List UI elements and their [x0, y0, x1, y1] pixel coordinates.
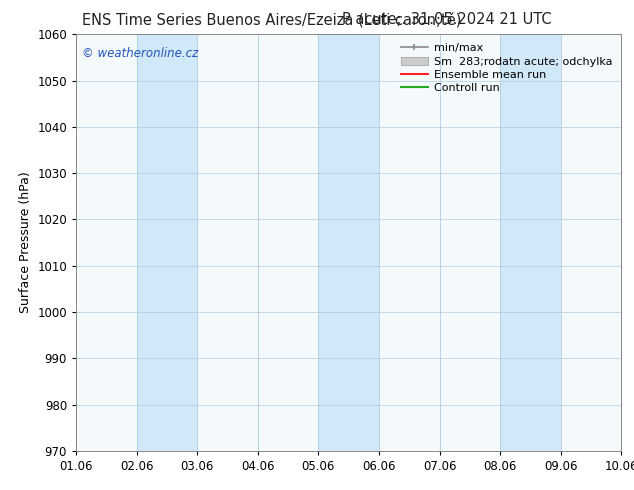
- Bar: [439, 34, 500, 451]
- Bar: [318, 34, 379, 451]
- Bar: [560, 34, 621, 451]
- Text: ENS Time Series Buenos Aires/Ezeiza (Leti caron;tě): ENS Time Series Buenos Aires/Ezeiza (Let…: [82, 12, 462, 28]
- Text: P acute;. 31.05.2024 21 UTC: P acute;. 31.05.2024 21 UTC: [342, 12, 552, 27]
- Legend: min/max, Sm  283;rodatn acute; odchylka, Ensemble mean run, Controll run: min/max, Sm 283;rodatn acute; odchylka, …: [398, 40, 616, 97]
- Bar: [379, 34, 439, 451]
- Bar: [500, 34, 560, 451]
- Y-axis label: Surface Pressure (hPa): Surface Pressure (hPa): [19, 172, 32, 314]
- Bar: [258, 34, 318, 451]
- Bar: [137, 34, 197, 451]
- Bar: [76, 34, 137, 451]
- Bar: [197, 34, 258, 451]
- Text: © weatheronline.cz: © weatheronline.cz: [82, 47, 198, 60]
